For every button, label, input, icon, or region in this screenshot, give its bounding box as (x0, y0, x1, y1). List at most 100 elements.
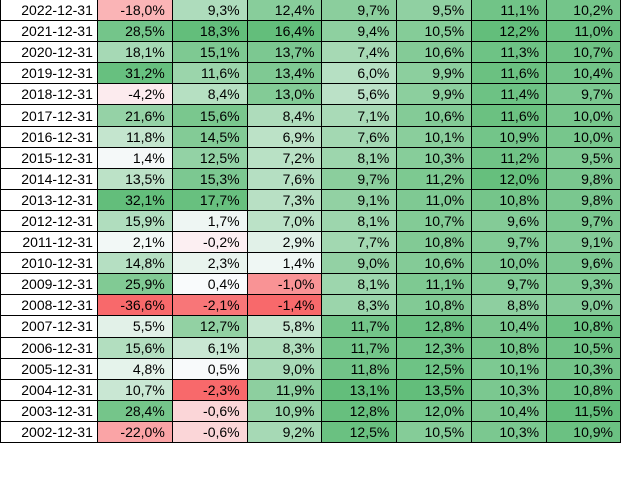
return-cell[interactable]: 5,8% (246, 315, 323, 338)
return-cell[interactable]: 0,5% (171, 357, 248, 380)
return-cell[interactable]: 8,1% (321, 273, 398, 296)
return-cell[interactable]: -1,4% (246, 294, 323, 317)
return-cell[interactable]: 11,6% (471, 104, 548, 127)
return-cell[interactable]: 10,2% (546, 0, 621, 22)
return-cell[interactable]: 11,4% (471, 83, 548, 106)
return-cell[interactable]: 12,5% (171, 146, 248, 169)
return-cell[interactable]: 9,5% (546, 146, 621, 169)
return-cell[interactable]: 10,8% (471, 336, 548, 359)
return-cell[interactable]: 9,7% (321, 167, 398, 190)
return-cell[interactable]: 7,7% (321, 231, 398, 254)
return-cell[interactable]: 7,3% (246, 188, 323, 211)
return-cell[interactable]: 9,7% (321, 0, 398, 22)
return-cell[interactable]: 10,5% (396, 20, 473, 43)
date-cell[interactable]: 2012-12-31 (0, 209, 98, 233)
return-cell[interactable]: 6,9% (246, 125, 323, 148)
return-cell[interactable]: 9,6% (546, 252, 621, 275)
date-cell[interactable]: 2015-12-31 (0, 146, 98, 169)
date-cell[interactable]: 2017-12-31 (0, 104, 98, 127)
return-cell[interactable]: 12,7% (171, 315, 248, 338)
return-cell[interactable]: 28,5% (96, 20, 173, 43)
return-cell[interactable]: 9,0% (246, 357, 323, 380)
return-cell[interactable]: 9,2% (246, 420, 323, 443)
return-cell[interactable]: 7,6% (321, 125, 398, 148)
return-cell[interactable]: 9,1% (546, 231, 621, 254)
return-cell[interactable]: 8,4% (246, 104, 323, 127)
return-cell[interactable]: 10,8% (396, 231, 473, 254)
date-cell[interactable]: 2018-12-31 (0, 83, 98, 106)
return-cell[interactable]: 10,0% (546, 104, 621, 127)
return-cell[interactable]: 11,2% (471, 146, 548, 169)
return-cell[interactable]: 10,6% (396, 252, 473, 275)
return-cell[interactable]: 21,6% (96, 104, 173, 127)
return-cell[interactable]: 2,3% (171, 252, 248, 275)
return-cell[interactable]: 15,9% (96, 209, 173, 233)
return-cell[interactable]: 9,7% (471, 273, 548, 296)
return-cell[interactable]: 11,0% (396, 188, 473, 211)
return-cell[interactable]: 1,4% (246, 252, 323, 275)
return-cell[interactable]: 10,7% (96, 378, 173, 401)
date-cell[interactable]: 2014-12-31 (0, 167, 98, 190)
return-cell[interactable]: 15,1% (171, 41, 248, 64)
return-cell[interactable]: 6,0% (321, 62, 398, 85)
return-cell[interactable]: 13,7% (246, 41, 323, 64)
return-cell[interactable]: 8,8% (471, 294, 548, 317)
return-cell[interactable]: 11,7% (321, 315, 398, 338)
date-cell[interactable]: 2011-12-31 (0, 231, 98, 254)
return-cell[interactable]: 12,5% (396, 357, 473, 380)
return-cell[interactable]: 10,6% (396, 104, 473, 127)
return-cell[interactable]: 0,4% (171, 273, 248, 296)
return-cell[interactable]: 5,6% (321, 83, 398, 106)
return-cell[interactable]: 10,9% (471, 125, 548, 148)
return-cell[interactable]: 31,2% (96, 62, 173, 85)
return-cell[interactable]: 11,6% (471, 62, 548, 85)
return-cell[interactable]: 9,0% (321, 252, 398, 275)
return-cell[interactable]: 9,5% (396, 0, 473, 22)
return-cell[interactable]: 12,8% (396, 315, 473, 338)
return-cell[interactable]: 15,6% (171, 104, 248, 127)
return-cell[interactable]: 10,1% (396, 125, 473, 148)
return-cell[interactable]: 1,4% (96, 146, 173, 169)
return-cell[interactable]: 9,7% (546, 209, 621, 233)
return-cell[interactable]: 11,0% (546, 20, 621, 43)
return-cell[interactable]: 12,3% (396, 336, 473, 359)
return-cell[interactable]: 28,4% (96, 399, 173, 422)
date-cell[interactable]: 2022-12-31 (0, 0, 98, 22)
return-cell[interactable]: 10,3% (396, 146, 473, 169)
return-cell[interactable]: 7,0% (246, 209, 323, 233)
return-cell[interactable]: 15,3% (171, 167, 248, 190)
return-cell[interactable]: 11,1% (471, 0, 548, 22)
return-cell[interactable]: 11,1% (396, 273, 473, 296)
return-cell[interactable]: 9,7% (471, 231, 548, 254)
return-cell[interactable]: 10,8% (471, 188, 548, 211)
return-cell[interactable]: 10,1% (471, 357, 548, 380)
date-cell[interactable]: 2009-12-31 (0, 273, 98, 296)
return-cell[interactable]: -22,0% (96, 420, 173, 443)
date-cell[interactable]: 2005-12-31 (0, 357, 98, 380)
return-cell[interactable]: 9,9% (396, 62, 473, 85)
return-cell[interactable]: 6,1% (171, 336, 248, 359)
return-cell[interactable]: 10,3% (471, 378, 548, 401)
return-cell[interactable]: 9,3% (171, 0, 248, 22)
return-cell[interactable]: 9,3% (546, 273, 621, 296)
return-cell[interactable]: -1,0% (246, 273, 323, 296)
date-cell[interactable]: 2010-12-31 (0, 252, 98, 275)
return-cell[interactable]: 9,0% (546, 294, 621, 317)
return-cell[interactable]: 10,3% (546, 357, 621, 380)
return-cell[interactable]: 12,0% (396, 399, 473, 422)
return-cell[interactable]: 13,4% (246, 62, 323, 85)
return-cell[interactable]: 4,8% (96, 357, 173, 380)
return-cell[interactable]: 8,1% (321, 146, 398, 169)
return-cell[interactable]: 10,4% (471, 315, 548, 338)
return-cell[interactable]: 11,6% (171, 62, 248, 85)
date-cell[interactable]: 2008-12-31 (0, 294, 98, 317)
return-cell[interactable]: 13,0% (246, 83, 323, 106)
return-cell[interactable]: 11,5% (546, 399, 621, 422)
date-cell[interactable]: 2004-12-31 (0, 378, 98, 401)
return-cell[interactable]: 8,4% (171, 83, 248, 106)
date-cell[interactable]: 2020-12-31 (0, 41, 98, 64)
return-cell[interactable]: -0,2% (171, 231, 248, 254)
return-cell[interactable]: 9,7% (546, 83, 621, 106)
return-cell[interactable]: 7,6% (246, 167, 323, 190)
return-cell[interactable]: 11,7% (321, 336, 398, 359)
